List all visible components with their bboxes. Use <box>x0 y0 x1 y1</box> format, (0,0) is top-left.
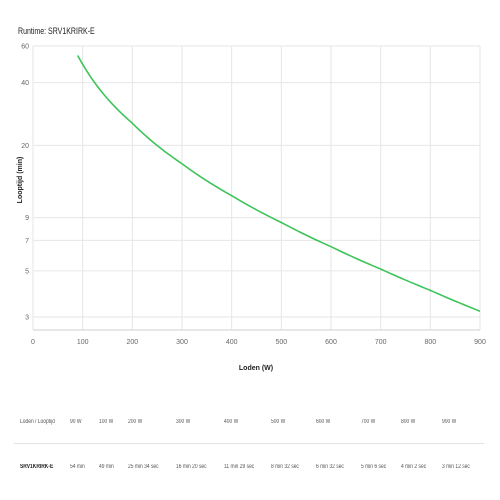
x-tick-label: 300 <box>176 339 188 346</box>
grid <box>32 45 481 331</box>
y-tick-label: 40 <box>21 80 29 87</box>
y-tick-label: 20 <box>21 143 29 150</box>
x-tick-label: 700 <box>375 339 387 346</box>
y-tick-label: 7 <box>25 238 29 245</box>
series-layer <box>76 55 481 312</box>
y-axis-label: Looptijd (min) <box>17 157 24 204</box>
x-tick-label: 900 <box>474 339 486 346</box>
x-axis-label: Loden (W) <box>239 365 273 372</box>
chart-title: Runtime: SRV1KRIRK-E <box>18 26 95 36</box>
runtime-series-line <box>76 55 481 312</box>
x-tick-label: 400 <box>226 339 238 346</box>
y-tick-label: 5 <box>25 268 29 275</box>
y-tick-label: 9 <box>25 215 29 222</box>
x-tick-label: 0 <box>31 339 35 346</box>
y-tick-label: 60 <box>21 44 29 51</box>
axis-ticks: 0 100 200 300 400 500 600 700 800 900 60 40 20 9 7 5 3 <box>21 44 486 347</box>
x-tick-label: 800 <box>424 339 436 346</box>
y-tick-label: 3 <box>25 315 29 322</box>
x-tick-label: 500 <box>275 339 287 346</box>
x-tick-label: 600 <box>325 339 337 346</box>
x-tick-label: 200 <box>126 339 138 346</box>
x-tick-label: 100 <box>77 339 89 346</box>
